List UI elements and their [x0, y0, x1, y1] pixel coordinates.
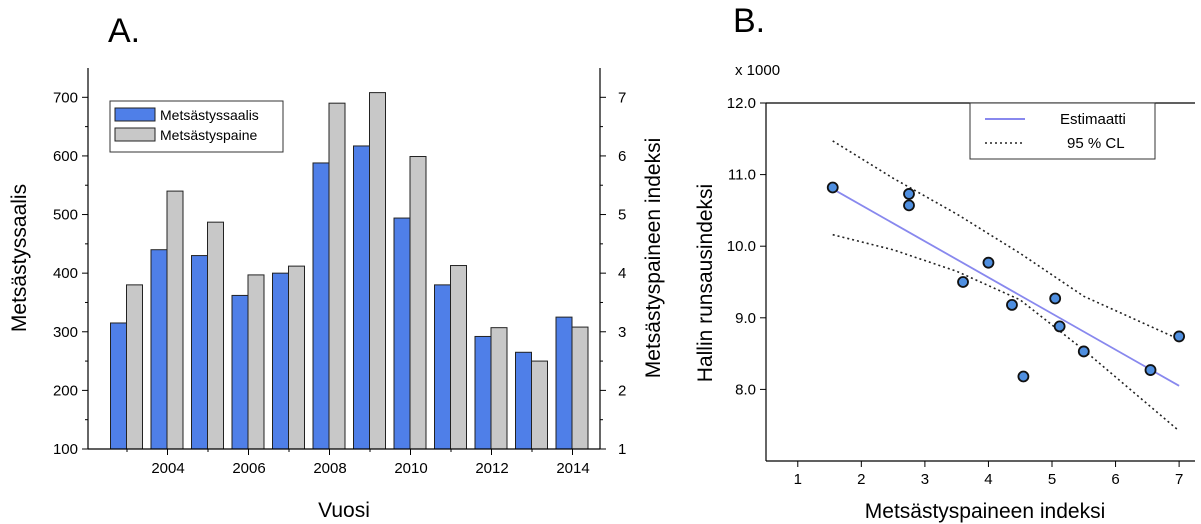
- panel-a-left-axis-title: Metsästyssaalis: [8, 184, 31, 332]
- estimate-line: [832, 188, 1180, 387]
- legend-label: Metsästyssaalis: [160, 107, 259, 123]
- panel-b-y-tick-label: 12.0: [727, 95, 756, 112]
- bar-metsastyssaalis: [515, 351, 532, 450]
- bar-metsastyspaine: [126, 284, 143, 450]
- panel-b-x-tick-label: 3: [921, 471, 929, 488]
- panel-a-right-axis-title: Metsästyspaineen indeksi: [642, 138, 665, 378]
- panel-b-legend: [969, 102, 1156, 160]
- panel-a-right-tick-label: 4: [618, 265, 626, 282]
- panel-a-x-tick-label: 2012: [475, 460, 508, 477]
- panel-a-right-tick-label: 3: [618, 324, 626, 341]
- panel-a-right-tick-label: 2: [618, 382, 626, 399]
- panel-a-left-tick-label: 600: [53, 148, 78, 165]
- panel-a-x-axis-title: Vuosi: [318, 499, 370, 522]
- data-point: [1173, 330, 1186, 343]
- panel-b-x-tick-label: 5: [1048, 471, 1056, 488]
- panel-a-left-tick-label: 100: [53, 441, 78, 458]
- bar-metsastyspaine: [247, 274, 265, 450]
- bar-metsastyssaalis: [312, 162, 330, 450]
- bar-metsastyssaalis: [272, 272, 289, 450]
- bar-metsastyssaalis: [555, 316, 573, 450]
- bar-metsastyspaine: [409, 156, 427, 450]
- panel-a-x-tick-label: 2006: [232, 460, 265, 477]
- panel-b-x-tick-label: 4: [984, 471, 992, 488]
- bar-metsastyssaalis: [191, 255, 208, 450]
- panel-a-right-tick-label: 1: [618, 441, 626, 458]
- panel-b-y-tick-label: 11.0: [728, 167, 756, 184]
- legend-label: Estimaatti: [1060, 111, 1126, 128]
- data-point: [1049, 292, 1062, 305]
- panel-b-x-tick-label: 1: [794, 471, 802, 488]
- panel-a-right-tick-label: 7: [618, 89, 626, 106]
- panel-a-x-tick-label: 2008: [313, 460, 346, 477]
- panel-a-chart: 100 200 300 400 500 600 700 1 2 3 4 5 6 7 2004 2006 2008…: [53, 68, 626, 477]
- panel-a-left-tick-label: 300: [53, 324, 78, 341]
- panel-a-left-tick-label: 400: [53, 265, 78, 282]
- bar-metsastyspaine: [531, 360, 548, 450]
- bar-metsastyssaalis: [474, 335, 492, 450]
- panel-b-y-tick-label: 10.0: [727, 238, 756, 255]
- data-point: [1006, 299, 1018, 311]
- panel-a-label: A.: [108, 12, 140, 50]
- panel-a-right-tick-label: 5: [618, 207, 626, 224]
- panel-a-right-tick-label: 6: [618, 148, 626, 165]
- panel-a-left-tick-label: 200: [53, 382, 78, 399]
- panel-b-x-tick-label: 2: [857, 471, 865, 488]
- bar-metsastyssaalis: [110, 322, 127, 450]
- data-point: [957, 276, 969, 288]
- panel-b-y-tick-label: 9.0: [735, 310, 756, 327]
- bar-metsastyssaalis: [434, 284, 451, 450]
- data-point: [1017, 370, 1030, 383]
- panel-b-y-multiplier: x 1000: [735, 62, 780, 79]
- panel-b-y-tick-label: 8.0: [735, 381, 756, 398]
- panel-a-left-tick-label: 700: [53, 89, 78, 106]
- panel-a-x-tick-label: 2014: [556, 460, 589, 477]
- bar-metsastyspaine: [369, 92, 386, 450]
- data-point: [982, 256, 995, 269]
- bar-metsastyspaine: [490, 327, 508, 450]
- data-point: [1077, 345, 1090, 358]
- legend-label: 95 % CL: [1067, 135, 1125, 152]
- bar-metsastyssaalis: [393, 217, 411, 450]
- panel-b-x-tick-label: 6: [1111, 471, 1119, 488]
- data-point: [903, 199, 915, 212]
- legend-swatch: [114, 107, 156, 122]
- bar-metsastyssaalis: [231, 294, 249, 450]
- legend-swatch: [114, 127, 156, 142]
- bar-metsastyssaalis: [353, 145, 370, 450]
- data-point: [1053, 320, 1066, 333]
- bar-metsastyspaine: [207, 221, 224, 450]
- panel-b-x-tick-label: 7: [1175, 471, 1183, 488]
- bar-metsastyspaine: [166, 190, 184, 450]
- ci-lower-line: [832, 233, 1180, 432]
- bar-metsastyssaalis: [150, 249, 168, 450]
- data-point: [903, 188, 915, 200]
- data-point: [1144, 364, 1157, 376]
- panel-b-chart: 8.0 9.0 10.0 11.0 12.0 1 2 3 4 5 6 7 Estimaatti 95 % …: [727, 95, 1195, 488]
- legend-label: Metsästyspaine: [160, 127, 257, 143]
- bar-metsastyspaine: [571, 326, 589, 450]
- bar-metsastyspaine: [328, 102, 346, 450]
- panel-a-x-tick-label: 2004: [151, 460, 184, 477]
- data-point: [826, 181, 839, 194]
- panel-b-y-axis-title: Hallin runsausindeksi: [694, 184, 717, 382]
- panel-a-left-tick-label: 500: [53, 207, 78, 224]
- panel-b-label: B.: [733, 2, 765, 40]
- bar-metsastyspaine: [450, 265, 467, 450]
- ci-upper-line: [832, 140, 1180, 341]
- panel-a-x-tick-label: 2010: [394, 460, 427, 477]
- bar-metsastyspaine: [288, 265, 305, 450]
- panel-b-x-axis-title: Metsästyspaineen indeksi: [865, 500, 1105, 523]
